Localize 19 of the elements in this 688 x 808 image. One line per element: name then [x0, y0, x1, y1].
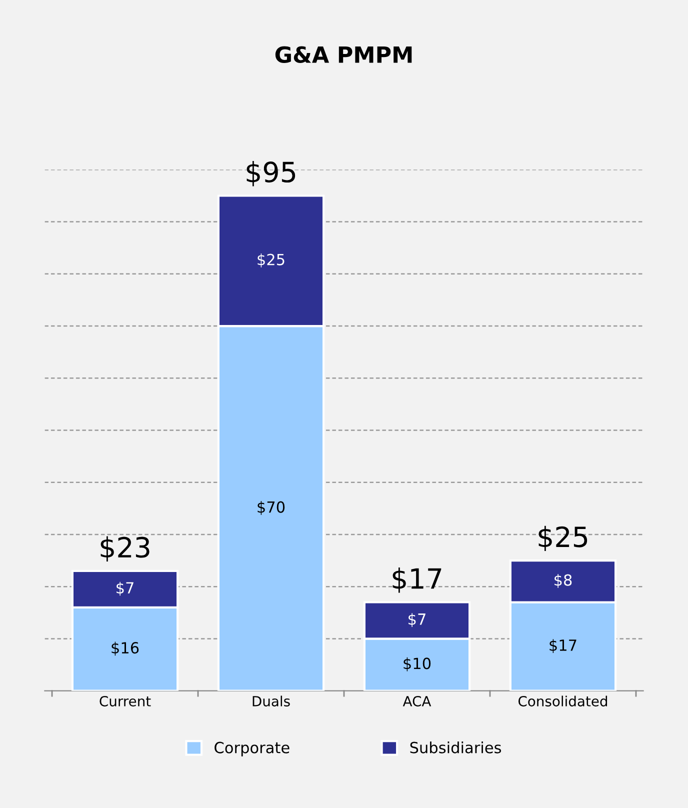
legend-label: Corporate	[214, 742, 290, 756]
total-label: $17	[392, 568, 442, 593]
data-label: $7	[116, 582, 134, 596]
data-label: $70	[258, 501, 285, 515]
x-tick-label: Duals	[252, 696, 290, 706]
x-tick-label: Current	[100, 696, 151, 706]
data-label: $17	[550, 639, 576, 654]
total-label: $95	[246, 161, 296, 186]
total-label: $25	[538, 526, 588, 552]
data-label: $16	[112, 642, 139, 656]
x-tick-label: ACA	[402, 696, 432, 706]
chart-title: G&A PMPM	[275, 46, 412, 64]
data-label: $25	[258, 253, 284, 268]
total-label: $23	[100, 536, 150, 562]
data-label: $10	[404, 657, 431, 672]
data-label: $7	[408, 613, 426, 627]
legend-label: Subsidiaries	[410, 742, 502, 754]
x-tick-label: Consolidated	[518, 696, 608, 706]
data-label: $8	[554, 574, 572, 588]
